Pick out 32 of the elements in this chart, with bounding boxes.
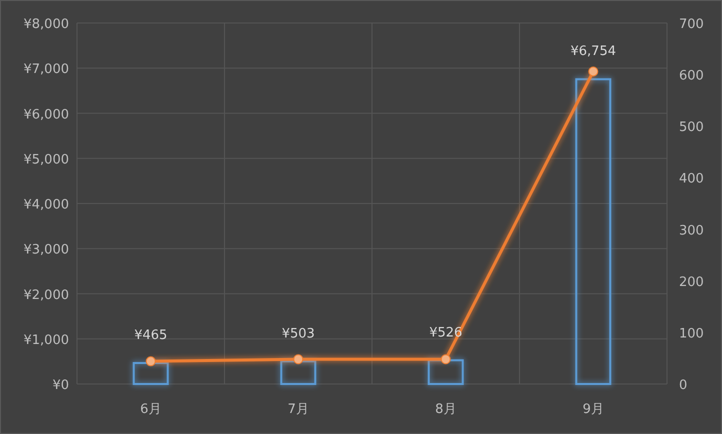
y2-tick-label: 700 (679, 17, 704, 32)
y-tick-label: ¥0 (52, 378, 69, 393)
y2-tick-label: 600 (679, 68, 704, 84)
point (146, 356, 156, 366)
data-label: ¥503 (282, 326, 315, 342)
y2-tick-label: 500 (679, 120, 704, 136)
y-tick-label: ¥2,000 (24, 288, 69, 303)
y-tick-label: ¥1,000 (24, 332, 69, 348)
x-tick-label: 9月 (582, 402, 604, 417)
y2-tick-label: 400 (679, 172, 704, 187)
x-tick-label: 7月 (288, 402, 309, 417)
point (440, 354, 451, 364)
bar (132, 362, 169, 385)
y-tick-label: ¥7,000 (24, 62, 69, 78)
data-label: ¥465 (134, 328, 168, 344)
x-tick-label: 6月 (140, 402, 162, 417)
y2-tick-label: 200 (679, 274, 704, 290)
point (293, 354, 304, 364)
bar (575, 78, 612, 385)
y-tick-label: ¥3,000 (24, 242, 69, 258)
y2-tick-label: 100 (679, 326, 704, 342)
y-tick-label: ¥6,000 (24, 107, 69, 122)
y2-tick-label: 300 (679, 223, 704, 238)
y2-tick-label: 0 (679, 378, 688, 393)
y-tick-label: ¥5,000 (24, 152, 69, 168)
data-label: ¥6,754 (570, 44, 616, 60)
y-tick-label: ¥8,000 (24, 17, 69, 32)
point (588, 66, 598, 76)
bar (428, 359, 464, 385)
bar (280, 360, 316, 385)
x-tick-label: 8月 (435, 402, 456, 417)
y-tick-label: ¥4,000 (24, 198, 69, 212)
